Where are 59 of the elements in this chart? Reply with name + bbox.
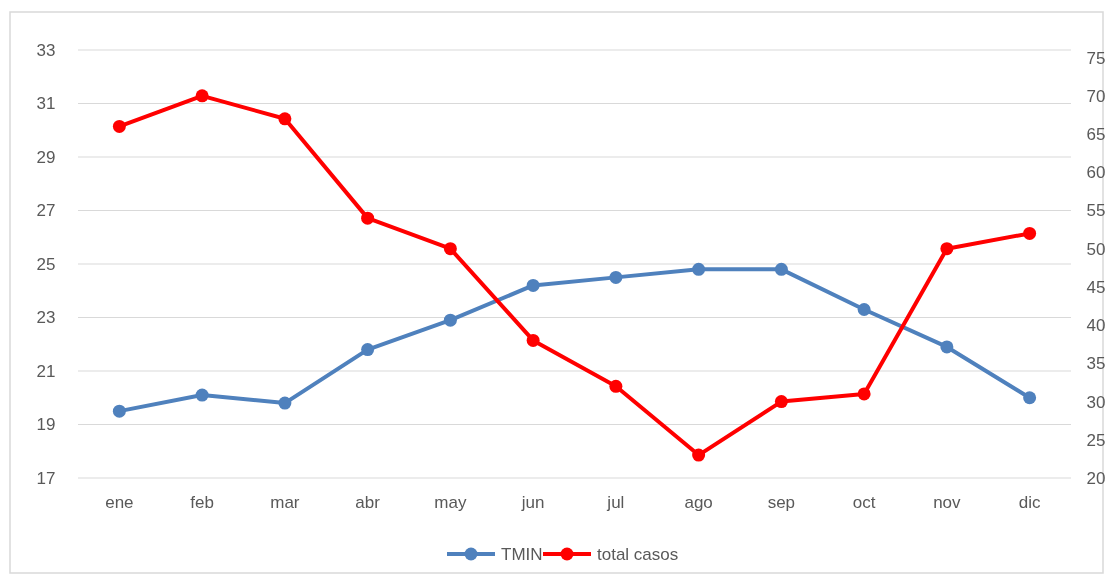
y-tick-label: 27 xyxy=(36,201,56,221)
point xyxy=(1023,226,1037,240)
y2-tick-label: 35 xyxy=(1086,354,1106,374)
y-tick-label: 21 xyxy=(36,361,56,381)
point xyxy=(857,387,871,401)
point xyxy=(112,119,126,133)
legend-label: total casos xyxy=(597,545,679,564)
x-tick-label: nov xyxy=(933,493,962,512)
point xyxy=(112,404,126,418)
legend-label: TMIN xyxy=(501,545,543,564)
point xyxy=(443,242,457,256)
point xyxy=(526,333,540,347)
y2-tick-label: 30 xyxy=(1086,392,1106,412)
point xyxy=(940,340,954,354)
y-tick-label: 29 xyxy=(36,147,56,167)
x-tick-label: sep xyxy=(767,493,796,512)
point xyxy=(609,270,623,284)
x-tick-label: mar xyxy=(270,493,300,512)
point xyxy=(774,395,788,409)
x-tick-label: jul xyxy=(606,493,625,512)
point xyxy=(361,343,375,357)
x-tick-label: feb xyxy=(190,493,214,512)
y-tick-label: 33 xyxy=(36,40,56,60)
x-tick-label: may xyxy=(434,493,467,512)
point xyxy=(278,112,292,126)
y-tick-label: 23 xyxy=(36,308,56,328)
point xyxy=(692,448,706,462)
y2-tick-label: 70 xyxy=(1086,86,1106,106)
point xyxy=(609,379,623,393)
y2-tick-label: 55 xyxy=(1086,201,1106,221)
y-tick-label: 31 xyxy=(36,94,56,114)
point xyxy=(857,302,871,316)
y2-tick-label: 75 xyxy=(1086,48,1106,68)
y-tick-label: 17 xyxy=(36,468,56,488)
point xyxy=(195,388,209,402)
y2-tick-label: 45 xyxy=(1086,277,1106,297)
y2-tick-label: 50 xyxy=(1086,239,1106,259)
x-tick-label: jun xyxy=(520,493,545,512)
point xyxy=(195,89,209,103)
y-tick-label: 19 xyxy=(36,415,56,435)
point xyxy=(278,396,292,410)
point xyxy=(692,262,706,276)
point xyxy=(361,211,375,225)
y2-tick-label: 40 xyxy=(1086,316,1106,336)
point xyxy=(526,278,540,292)
x-tick-label: ene xyxy=(105,493,134,512)
y-tick-label: 25 xyxy=(36,254,56,274)
y2-tick-label: 65 xyxy=(1086,125,1106,145)
y2-tick-label: 60 xyxy=(1086,163,1106,183)
point xyxy=(443,313,457,327)
x-tick-label: ago xyxy=(684,493,713,512)
x-tick-label: abr xyxy=(355,493,381,512)
point xyxy=(774,262,788,276)
x-tick-label: oct xyxy=(852,493,876,512)
point xyxy=(1023,391,1037,405)
y2-tick-label: 20 xyxy=(1086,468,1106,488)
point xyxy=(940,242,954,256)
x-tick-label: dic xyxy=(1018,493,1041,512)
y2-tick-label: 25 xyxy=(1086,430,1106,450)
